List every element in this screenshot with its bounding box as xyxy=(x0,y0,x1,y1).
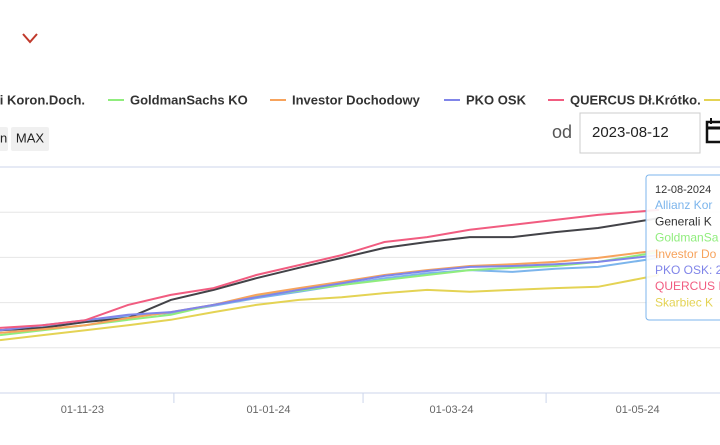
range-button-label[interactable]: n xyxy=(0,130,7,145)
series-line xyxy=(0,217,660,332)
series-line xyxy=(0,208,660,329)
legend-label: QUERCUS Dł.Krótko. xyxy=(570,92,701,107)
legend-label: Investor Dochodowy xyxy=(292,92,421,107)
range-button-label[interactable]: MAX xyxy=(16,130,45,145)
calendar-icon[interactable] xyxy=(705,118,720,144)
x-tick-label: 01-11-23 xyxy=(61,404,104,416)
legend-label: GoldmanSachs KO xyxy=(130,92,248,107)
tooltip-line: Allianz Kor xyxy=(655,198,712,212)
plot xyxy=(0,208,720,403)
tooltip-date: 12-08-2024 xyxy=(655,184,711,196)
tooltip-line: GoldmanSa xyxy=(655,231,719,245)
date-input[interactable] xyxy=(579,112,701,154)
tooltip-line: Skarbiec K xyxy=(655,295,713,309)
tooltip-line: PKO OSK: 2 xyxy=(655,263,720,277)
tooltip-line: Investor Do xyxy=(655,247,717,261)
date-label: od xyxy=(552,122,572,142)
x-tick-label: 01-05-24 xyxy=(616,404,660,416)
series-line xyxy=(0,274,660,342)
x-tick-label: 01-01-24 xyxy=(246,404,290,416)
tooltip: 12-08-2024 Allianz Kor Generali K GoldmanSa… xyxy=(645,174,720,321)
tooltip-line: Generali K xyxy=(655,214,712,228)
legend-label: Generali Koron.Doch. xyxy=(0,92,85,107)
legend-label: PKO OSK xyxy=(466,92,527,107)
tooltip-line: QUERCUS I xyxy=(655,279,720,293)
series-line xyxy=(0,249,660,334)
range-button[interactable] xyxy=(11,127,49,151)
chevron[interactable] xyxy=(22,33,38,44)
date-value[interactable]: 2023-08-12 xyxy=(592,124,669,141)
series-line xyxy=(0,254,660,332)
x-tick-label: 01-03-24 xyxy=(430,404,474,416)
range-button[interactable] xyxy=(0,127,8,151)
